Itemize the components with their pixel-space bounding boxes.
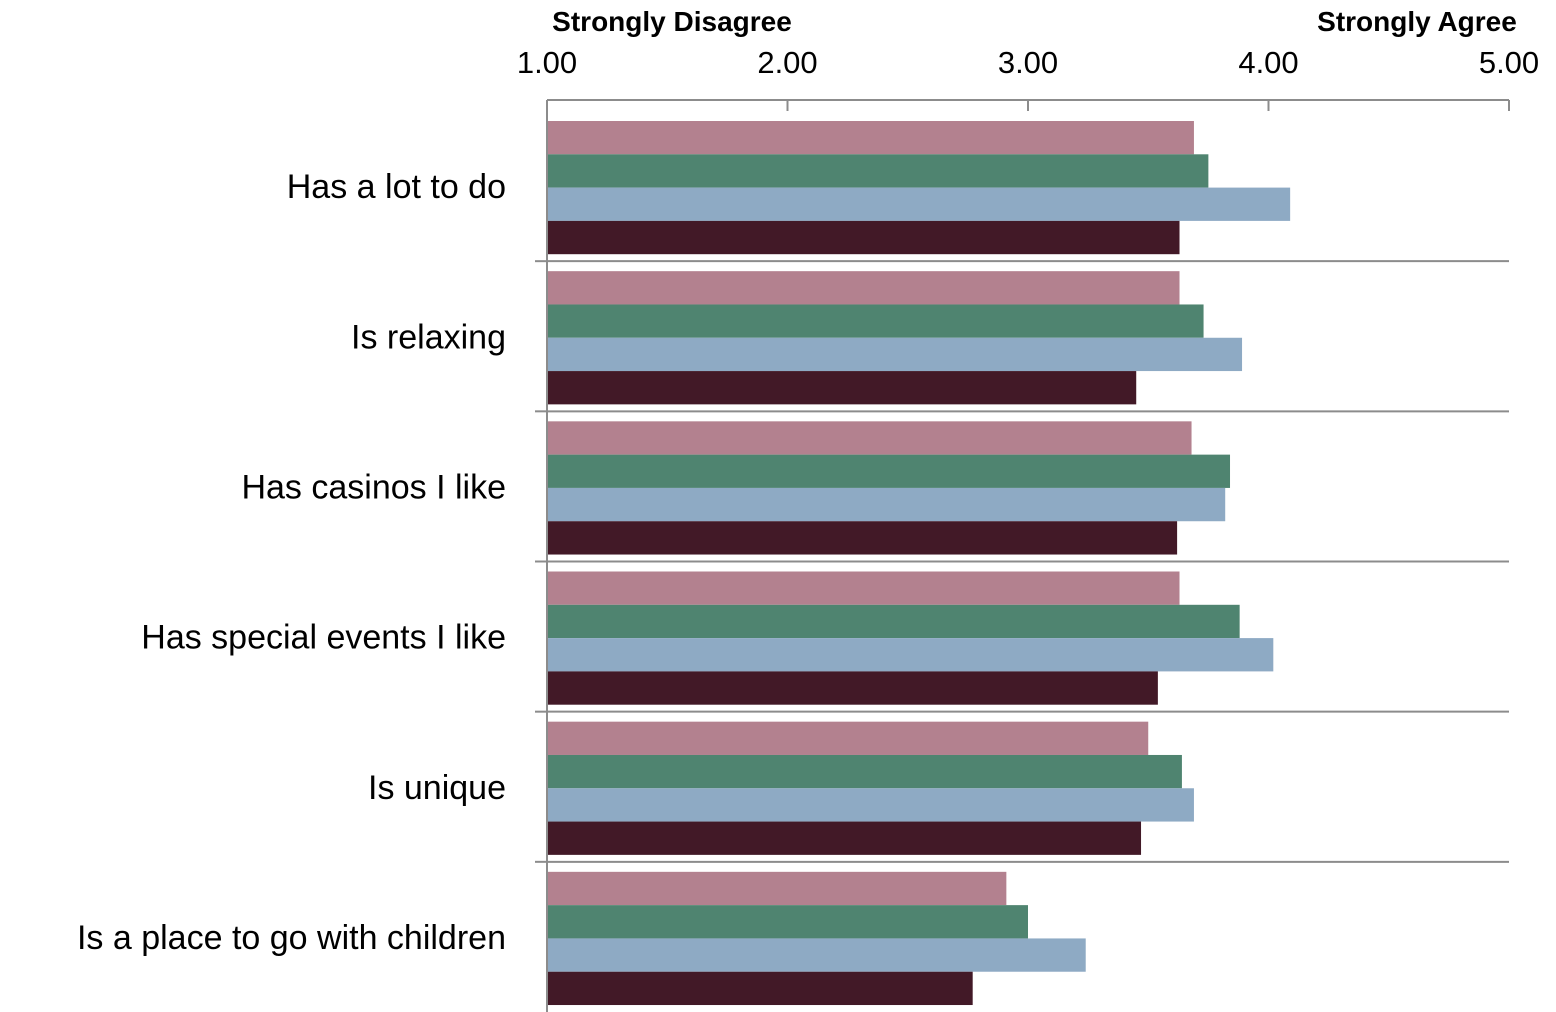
bar [548,304,1204,338]
x-tick-label: 3.00 [998,45,1058,80]
category-label: Is relaxing [351,318,506,356]
x-tick-label: 1.00 [517,45,577,80]
x-tick-label: 4.00 [1238,45,1298,80]
bar [548,788,1194,822]
bar [548,487,1226,522]
bar [548,220,1180,255]
bar [548,938,1086,972]
axis-layer [535,99,1510,1012]
bar [548,905,1028,939]
axis-end-label-right: Strongly Agree [1317,6,1517,37]
category-label: Has special events I like [141,619,506,657]
bar [548,604,1240,639]
bar [548,754,1182,789]
bar [548,337,1243,372]
bar [548,421,1192,455]
category-label: Has a lot to do [287,168,506,206]
bar [548,521,1178,555]
tick-labels: 1.00 2.00 3.00 4.00 5.00 [517,45,1539,80]
bar [548,671,1158,705]
bar [548,721,1149,755]
category-label: Has casinos I like [241,468,506,506]
grid-layer [547,260,1509,863]
bar [548,121,1194,155]
category-labels: Has a lot to do Is relaxing Has casinos I … [77,168,506,957]
axis-end-label-left: Strongly Disagree [552,6,792,37]
bar [548,371,1137,405]
bar [548,154,1209,188]
category-label: Is a place to go with children [77,919,506,957]
bar [548,187,1291,221]
x-tick-label: 5.00 [1479,45,1539,80]
bar [548,971,973,1006]
category-label: Is unique [368,769,506,807]
bar [548,271,1180,305]
bar [548,871,1007,906]
x-tick-label: 2.00 [757,45,817,80]
bar [548,571,1180,605]
bar [548,454,1231,488]
bar [548,821,1142,855]
bar [548,638,1274,672]
bars-layer [548,121,1291,1006]
